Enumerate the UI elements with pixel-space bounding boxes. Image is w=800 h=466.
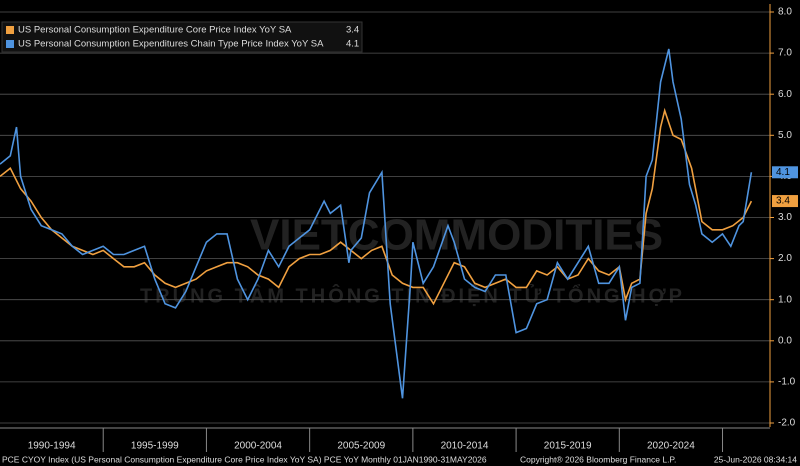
legend-swatch (6, 26, 14, 34)
footer-source: PCE CYOY Index (US Personal Consumption … (2, 454, 487, 464)
y-tick-label: 5.0 (778, 130, 792, 141)
y-tick-label: 3.0 (778, 212, 792, 223)
x-band-label: 2005-2009 (337, 441, 385, 452)
x-band-label: 2000-2004 (234, 441, 282, 452)
last-value-badge (772, 166, 798, 179)
legend-value: 4.1 (346, 39, 359, 50)
last-value-label: 3.4 (776, 196, 790, 207)
legend-label: US Personal Consumption Expenditure Core… (18, 25, 292, 36)
y-tick-label: 0.0 (778, 335, 792, 346)
legend-swatch (6, 40, 14, 48)
x-band-label: 1995-1999 (131, 441, 179, 452)
footer-timestamp: 25-Jun-2026 08:34:14 (714, 454, 797, 464)
x-band-label: 2020-2024 (647, 441, 695, 452)
legend-box (1, 21, 363, 53)
y-tick-label: 7.0 (778, 48, 792, 59)
y-tick-label: -1.0 (778, 377, 796, 388)
y-tick-label: -2.0 (778, 418, 796, 429)
x-band-label: 2010-2014 (441, 441, 489, 452)
y-tick-label: 8.0 (778, 7, 792, 18)
y-tick-label: 1.0 (778, 294, 792, 305)
last-value-label: 4.1 (776, 167, 790, 178)
y-tick-label: 2.0 (778, 253, 792, 264)
x-band-label: 2015-2019 (544, 441, 592, 452)
last-value-badge (772, 195, 798, 208)
series-line (0, 48, 753, 399)
legend-label: US Personal Consumption Expenditures Cha… (18, 39, 324, 50)
footer-copyright: Copyright® 2026 Bloomberg Finance L.P. (520, 454, 676, 464)
legend-value: 3.4 (346, 25, 359, 36)
y-tick-label: 6.0 (778, 89, 792, 100)
x-band-label: 1990-1994 (28, 441, 76, 452)
watermark: VIETCOMMODITIES TRUNG TÂM THÔNG TIN ĐIỆN… (140, 211, 682, 308)
